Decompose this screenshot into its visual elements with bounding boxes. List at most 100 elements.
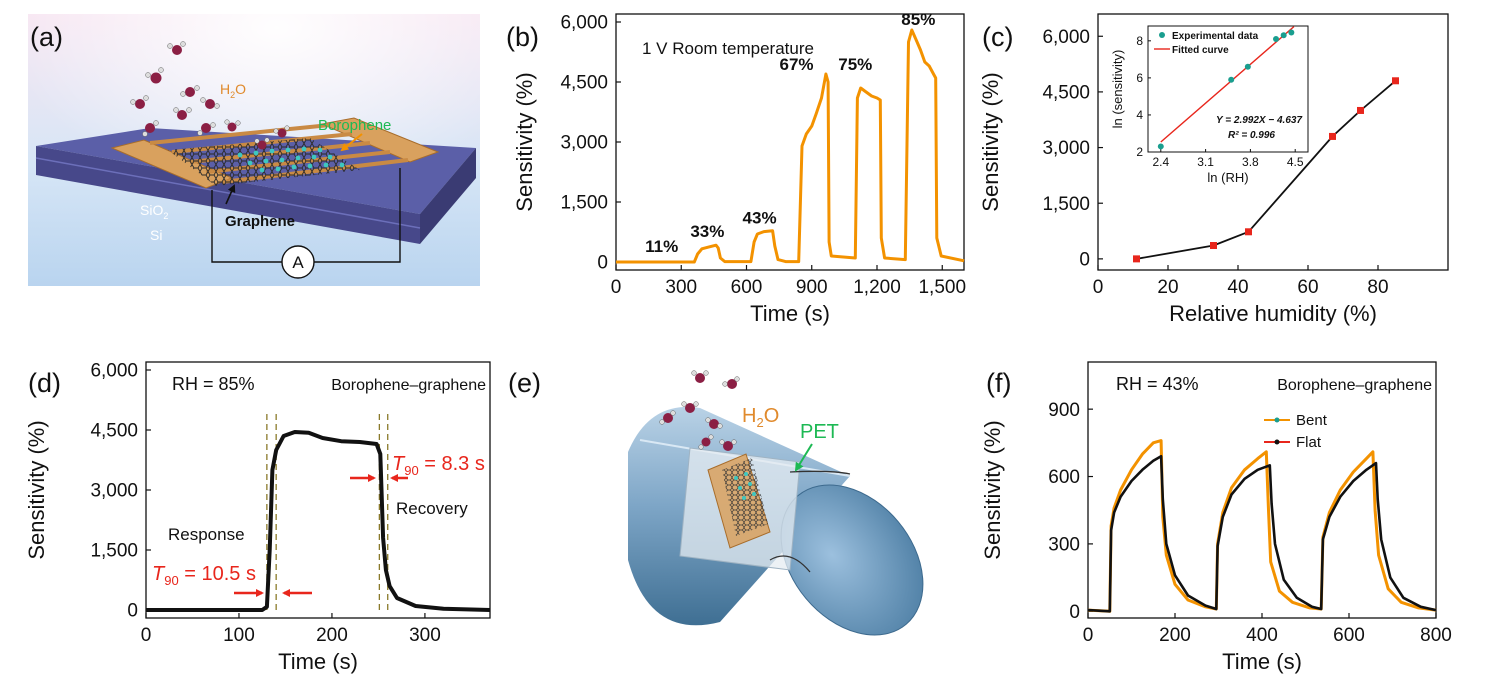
x-tick-label: 40 (1227, 277, 1248, 298)
borophene-dots (237, 146, 345, 173)
ammeter-label: A (292, 253, 304, 272)
x-tick-label: 800 (1420, 625, 1452, 646)
x-tick-label: 80 (1367, 277, 1388, 298)
panel-b-label: (b) (506, 22, 539, 52)
water-molecules (130, 41, 290, 150)
x-tick-label: 1,200 (853, 277, 901, 298)
x-tick-label: 600 (731, 277, 763, 298)
inset-y-tick-label: 6 (1136, 71, 1143, 85)
rh-annotation: RH = 43% (1116, 374, 1199, 394)
y-tick-label: 3,000 (1042, 138, 1090, 159)
x-tick-label: 300 (665, 277, 697, 298)
ammeter (281, 245, 315, 279)
x-tick-label: 200 (316, 625, 348, 646)
inset-y-tick-label: 8 (1136, 34, 1143, 48)
y-tick-label: 1,500 (1042, 194, 1090, 215)
y-tick-label: 6,000 (90, 361, 138, 382)
recovery-annotation: Recovery (396, 499, 468, 518)
substrate-front (36, 146, 420, 244)
y-tick-label: 3,000 (90, 481, 138, 502)
x-tick-label: 0 (611, 277, 622, 298)
borophene-label: Borophene (318, 117, 391, 134)
humidity-data-label: 11% (645, 237, 678, 256)
inset-x-tick-label: 3.8 (1242, 155, 1259, 169)
inset-data-point (1288, 29, 1295, 36)
chart-b: 0 300 600 900 1,200 1,500 0 1,500 3,000 4,500 6,00… (512, 10, 966, 326)
inset-frame (1147, 25, 1309, 153)
data-point-marker (1357, 106, 1364, 114)
legend-marker-bent (1274, 417, 1280, 423)
y-tick-label: 3,000 (560, 133, 608, 154)
y-tick-label: 0 (1079, 250, 1090, 271)
inset-data-point (1273, 35, 1279, 42)
x-tick-label: 0 (1083, 625, 1094, 646)
y-tick-label: 4,500 (1042, 83, 1090, 104)
inset-x-axis-label: ln (RH) (1207, 170, 1248, 185)
y-tick-label: 4,500 (90, 421, 138, 442)
h2o-label: H2O (220, 81, 246, 100)
t90-response-label: T90 = 10.5 s (152, 563, 256, 588)
x-tick-label: 20 (1157, 277, 1178, 298)
plot-frame (1087, 361, 1437, 619)
x-tick-label: 1,500 (918, 277, 966, 298)
inset-data-point (1280, 32, 1287, 39)
x-tick-label: 60 (1297, 277, 1318, 298)
inset-x-tick-label: 3.1 (1197, 155, 1214, 169)
y-axis-label: Sensitivity (%) (980, 420, 1005, 559)
inset-legend-experimental: Experimental data (1172, 31, 1259, 42)
pet-film-tail (769, 555, 811, 573)
y-tick-label: 1,500 (90, 541, 138, 562)
inset-x-tick-label: 2.4 (1152, 155, 1169, 169)
y-tick-label: 0 (127, 601, 138, 622)
y-tick-label: 900 (1048, 400, 1080, 421)
y-tick-label: 0 (597, 253, 608, 274)
sio2-label: SiO2 (140, 202, 168, 221)
substrate-side (420, 148, 476, 244)
humidity-data-label: 85% (901, 10, 935, 29)
y-axis-label: Sensitivity (%) (24, 420, 49, 559)
y-tick-label: 4,500 (560, 73, 608, 94)
inset-y-axis-label: ln (sensitivity) (1110, 50, 1125, 129)
inset-r-squared: R² = 0.996 (1228, 130, 1275, 141)
flex-borophene-dots (734, 472, 756, 500)
y-tick-label: 300 (1048, 535, 1080, 556)
x-axis-label: Time (s) (750, 301, 830, 326)
data-point-marker (1329, 132, 1336, 140)
pet-arrow (794, 443, 813, 472)
data-point-marker (1133, 255, 1140, 263)
rh-annotation: RH = 85% (172, 374, 255, 394)
inset-y-tick-label: 4 (1136, 108, 1143, 122)
x-tick-label: 100 (223, 625, 255, 646)
condition-annotation: 1 V Room temperature (642, 39, 814, 58)
panel-e-label: (e) (508, 368, 541, 398)
response-annotation: Response (168, 525, 245, 544)
inset-fitted-line (1160, 26, 1295, 143)
inset-x-tick-label: 4.5 (1287, 155, 1304, 169)
chart-d: 0 100 200 300 0 1,500 3,000 4,500 6,000 Time (s) S… (24, 361, 491, 674)
inset-y-tick-label: 2 (1136, 145, 1143, 159)
x-tick-label: 400 (1246, 625, 1278, 646)
chart-c-inset: 2.4 3.1 3.8 4.5 2 4 6 8 ln (RH) ln (sensitivity) E… (1110, 25, 1309, 185)
x-tick-label: 900 (796, 277, 828, 298)
data-point-marker (1245, 228, 1252, 236)
panel-e: (e) H2O PET (508, 368, 924, 636)
x-tick-label: 300 (409, 625, 441, 646)
si-label: Si (150, 227, 162, 243)
circuit-wire-right (314, 168, 401, 263)
x-tick-label: 200 (1159, 625, 1191, 646)
panel-f-label: (f) (986, 368, 1011, 398)
y-tick-label: 1,500 (560, 193, 608, 214)
x-axis-label: Time (s) (278, 649, 358, 674)
right-electrode (320, 117, 440, 163)
x-tick-label: 600 (1333, 625, 1365, 646)
x-tick-label: 0 (1093, 277, 1104, 298)
humidity-data-label: 43% (743, 209, 777, 228)
humidity-data-label: 67% (780, 55, 814, 74)
inset-legend-fitted: Fitted curve (1172, 45, 1229, 56)
pet-wire (789, 470, 851, 475)
material-annotation: Borophene–graphene (331, 377, 486, 394)
y-tick-label: 0 (1069, 602, 1080, 623)
water-molecules-e (659, 370, 740, 451)
inset-data-point (1157, 143, 1164, 150)
